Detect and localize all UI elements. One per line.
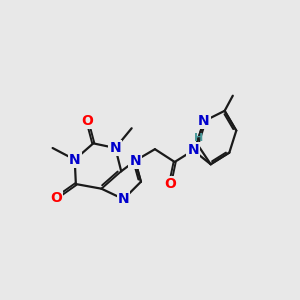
Text: O: O — [82, 114, 93, 128]
Text: O: O — [164, 177, 176, 191]
Text: N: N — [118, 192, 129, 206]
Text: N: N — [198, 114, 210, 128]
Text: H: H — [194, 133, 203, 142]
Text: N: N — [188, 143, 199, 157]
Text: O: O — [50, 191, 62, 205]
Text: N: N — [69, 153, 80, 166]
Text: N: N — [110, 141, 121, 155]
Text: N: N — [188, 143, 199, 157]
Text: N: N — [129, 154, 141, 168]
